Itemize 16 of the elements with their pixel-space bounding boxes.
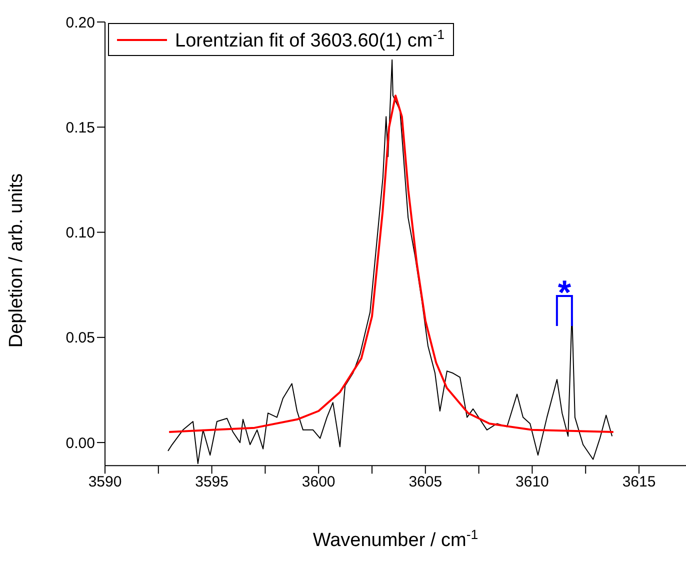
x-axis-title: Wavenumber / cm$^{-1}$ bbox=[312, 526, 478, 551]
legend-label: Lorentzian fit of 3603.60(1) cm$^{-1}$ bbox=[175, 27, 445, 52]
annotation: * bbox=[558, 274, 572, 312]
y-tick-label: 0.15 bbox=[66, 119, 95, 136]
line-series bbox=[168, 94, 614, 434]
y-axis-title: Depletion / arb. units bbox=[6, 173, 27, 348]
x-tick-label: 3615 bbox=[622, 473, 656, 490]
x-tick-label: 3605 bbox=[408, 473, 442, 490]
x-tick-label: 3595 bbox=[195, 473, 228, 490]
y-tick-label: 0.00 bbox=[66, 434, 95, 452]
y-tick-label: 0.20 bbox=[66, 14, 95, 32]
y-tick-label: 0.05 bbox=[66, 330, 95, 347]
x-tick-label: 3590 bbox=[88, 473, 122, 490]
y-tick-label: 0.10 bbox=[66, 224, 95, 242]
x-tick-label: 3600 bbox=[302, 473, 336, 490]
x-tick-label: 3610 bbox=[516, 473, 549, 490]
